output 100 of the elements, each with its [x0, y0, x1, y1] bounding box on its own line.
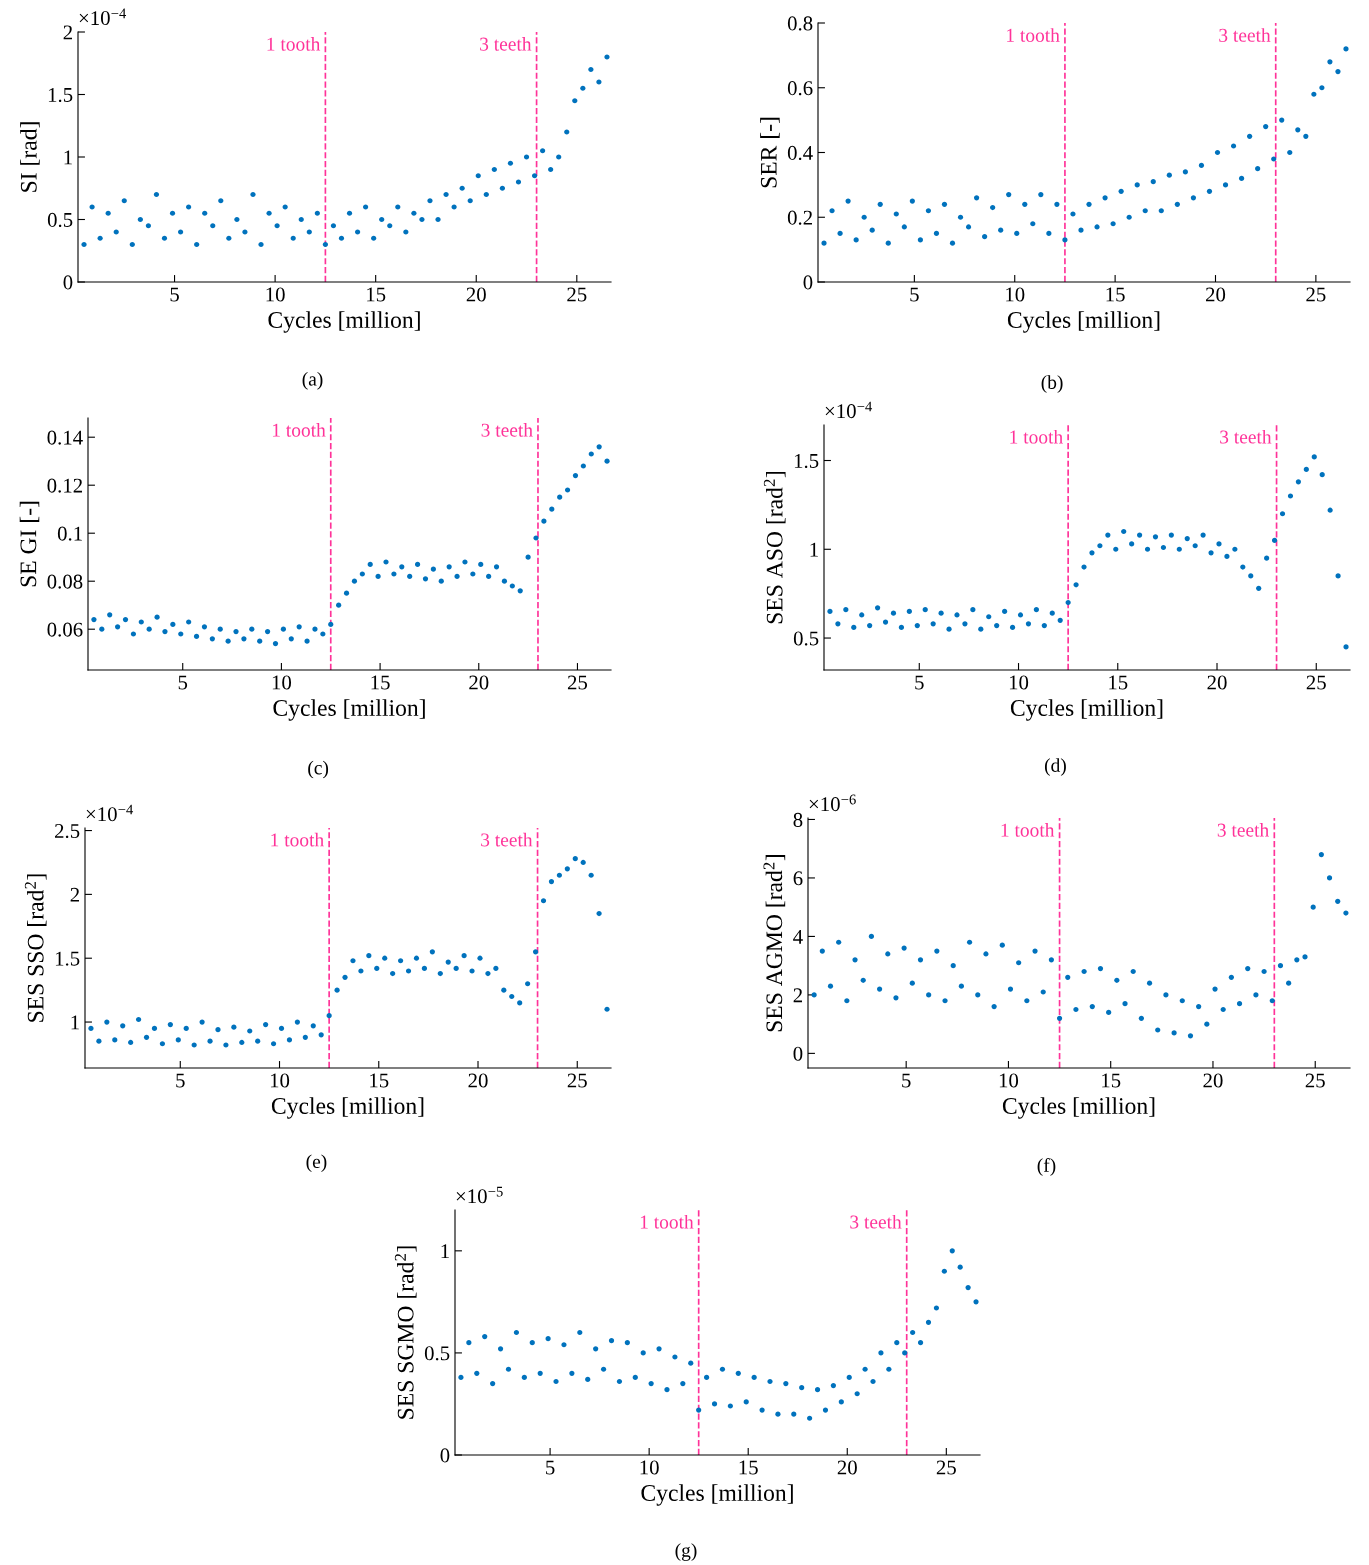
y-tick-label: 1	[71, 1015, 79, 1030]
x-tick-label: 15	[370, 1073, 389, 1088]
x-tick-label: 5	[170, 287, 179, 302]
ref-line-label: 3 teeth	[480, 37, 532, 51]
y-tick-label: 0.5	[424, 1346, 450, 1361]
y-tick-label: 0	[793, 1046, 803, 1061]
y-tick-label: 2	[793, 988, 802, 1003]
y-tick-label: 6	[793, 871, 803, 886]
text: ×10$^{−4}$	[86, 804, 134, 822]
ref-line-label: 3 teeth	[1220, 429, 1272, 444]
x-tick-label: 5	[178, 675, 188, 690]
x-tick-label: 10	[270, 1073, 290, 1088]
y-axis-title: SES ASO [rad$^{2}$]	[763, 471, 786, 624]
x-tick-label: 20	[468, 1073, 488, 1088]
text: (d)	[1044, 758, 1066, 776]
y-axis-title: SE GI [-]	[19, 501, 40, 587]
y-tick-label: 0.5	[47, 212, 73, 228]
y-tick-label: 1.5	[48, 87, 73, 103]
x-tick-label: 25	[567, 675, 588, 690]
x-tick-label: 25	[567, 287, 587, 302]
ref-line-label: 1 tooth	[1001, 823, 1055, 837]
ref-line-label: 1 tooth	[1007, 28, 1060, 42]
x-tick-label: 15	[1106, 287, 1125, 302]
x-tick-label: 5	[902, 1073, 911, 1088]
x-axis-title: Cycles [million]	[641, 1484, 793, 1506]
y-axis-title: SES SGMO [rad$^{2}$]	[394, 1246, 417, 1419]
y-tick-label: 1	[441, 1244, 449, 1259]
y-tick-label: 0.4	[787, 145, 813, 161]
x-tick-label: 15	[1109, 675, 1128, 690]
y-tick-label: 0	[440, 1448, 450, 1463]
text: ×10$^{−4}$	[79, 8, 127, 26]
y-tick-label: 0	[63, 275, 73, 290]
y-tick-label: 1.5	[794, 453, 819, 469]
x-tick-label: 20	[1203, 1073, 1223, 1088]
x-tick-label: 10	[1006, 287, 1025, 302]
text: (b)	[1041, 375, 1063, 393]
y-tick-label: 2	[63, 25, 72, 40]
x-tick-label: 15	[1102, 1073, 1121, 1088]
y-axis-title: SES SSO [rad$^{2}$]	[24, 874, 47, 1022]
ref-line-label: 3 teeth	[1219, 28, 1271, 42]
x-tick-label: 25	[1306, 675, 1326, 690]
x-tick-label: 20	[466, 287, 486, 302]
x-tick-label: 25	[567, 1073, 587, 1088]
x-tick-label: 5	[546, 1460, 555, 1475]
x-tick-label: 5	[910, 287, 919, 302]
x-tick-label: 10	[266, 287, 285, 302]
ref-line-label: 3 teeth	[1217, 823, 1269, 837]
y-tick-label: 0.08	[47, 574, 83, 589]
y-tick-label: 0.6	[787, 81, 813, 96]
y-axis-title: SES AGMO [rad$^{2}$]	[763, 855, 786, 1032]
x-tick-label: 10	[272, 675, 292, 690]
y-tick-label: 1	[810, 542, 818, 557]
text: (a)	[302, 372, 323, 390]
ref-line-label: 1 tooth	[1010, 429, 1063, 444]
y-tick-label: 4	[793, 929, 803, 944]
x-tick-label: 25	[1306, 287, 1326, 302]
x-tick-label: 20	[1207, 675, 1227, 690]
x-tick-label: 10	[640, 1460, 659, 1475]
text: (e)	[306, 1154, 327, 1173]
x-tick-label: 5	[176, 1073, 185, 1088]
x-tick-label: 20	[837, 1460, 857, 1475]
y-tick-label: 0.1	[57, 526, 82, 541]
y-tick-label: 0.8	[787, 16, 813, 31]
y-tick-label: 0.12	[47, 478, 82, 493]
y-tick-label: 2	[70, 887, 79, 902]
y-tick-label: 0.5	[793, 631, 819, 646]
x-tick-label: 15	[739, 1460, 758, 1475]
ref-line-label: 1 tooth	[272, 423, 326, 437]
x-tick-label: 5	[915, 675, 924, 690]
y-tick-label: 2.5	[55, 823, 80, 839]
x-tick-label: 20	[1205, 287, 1226, 302]
x-tick-label: 25	[1305, 1073, 1325, 1088]
text: (c)	[308, 760, 329, 779]
text: ×10$^{−5}$	[456, 1186, 503, 1204]
y-tick-label: 0.2	[787, 210, 812, 225]
ref-line-label: 1 tooth	[271, 832, 324, 847]
y-tick-label: 1.5	[55, 951, 80, 966]
x-tick-label: 25	[936, 1460, 956, 1475]
x-tick-label: 10	[1009, 675, 1029, 690]
x-tick-label: 10	[999, 1073, 1019, 1088]
x-tick-label: 20	[469, 675, 489, 690]
x-axis-title: Cycles [million]	[268, 311, 420, 333]
text: ×10$^{−6}$	[809, 794, 856, 812]
text: (g)	[675, 1543, 697, 1561]
ref-line-label: 3 teeth	[850, 1214, 902, 1229]
x-axis-title: Cycles [million]	[271, 1097, 424, 1119]
text: (f)	[1037, 1158, 1056, 1176]
x-axis-title: Cycles [million]	[273, 699, 425, 721]
ref-line-label: 3 teeth	[481, 423, 533, 437]
x-tick-label: 15	[371, 675, 390, 690]
y-axis-title: SER [-]	[760, 117, 780, 188]
ref-line-label: 1 tooth	[267, 37, 321, 51]
y-tick-label: 0.14	[47, 430, 83, 445]
y-tick-label: 0.06	[47, 622, 83, 637]
y-tick-label: 0	[803, 275, 813, 290]
y-axis-title: SI [rad]	[20, 122, 40, 192]
x-axis-title: Cycles [million]	[1007, 311, 1160, 333]
text: ×10$^{−4}$	[825, 401, 873, 419]
x-axis-title: Cycles [million]	[1010, 699, 1163, 721]
ref-line-label: 3 teeth	[481, 832, 533, 847]
